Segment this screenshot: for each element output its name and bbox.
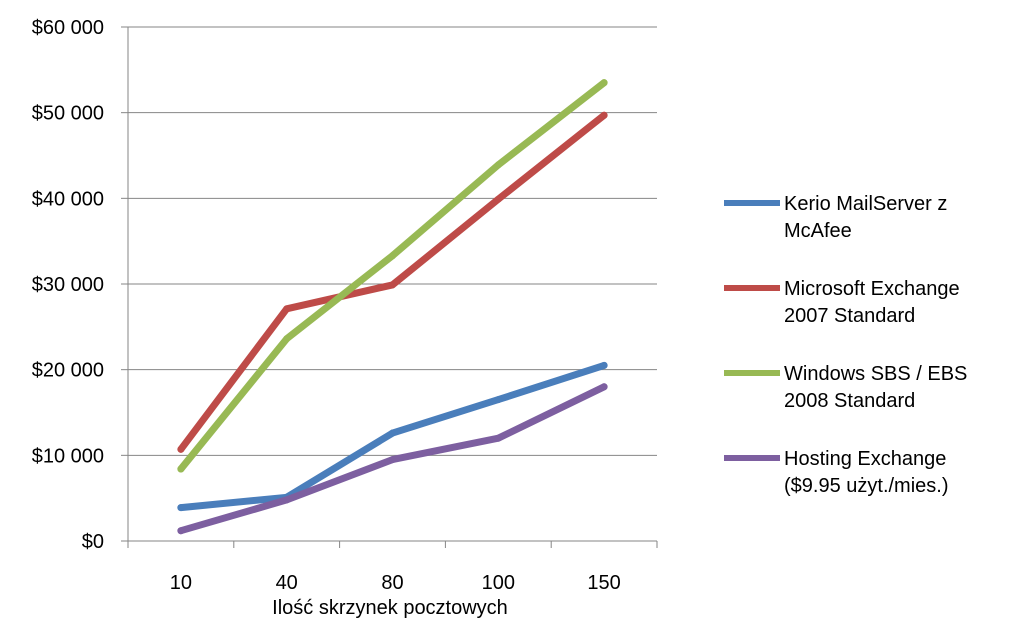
data-point [494,195,502,203]
legend-entry: Microsoft Exchange 2007 Standard [724,278,960,327]
y-tick-label: $20 000 [32,360,104,382]
y-tick-label: $50 000 [32,103,104,125]
data-point [494,434,502,442]
y-axis: $0 $10 000 $20 000 $30 000 $40 000 $50 000 $60… [32,17,129,553]
data-point [177,445,185,453]
data-point [283,305,291,313]
legend-label: McAfee [784,220,852,242]
legend-entry: Hosting Exchange ($9.95 użyt./mies.) [724,448,949,497]
x-tick-label: 100 [482,572,515,594]
legend-label: 2008 Standard [784,390,915,412]
data-point [283,335,291,343]
gridlines [128,26,657,456]
legend-label: Microsoft Exchange [784,278,960,300]
legend-label: Kerio MailServer z [784,193,947,215]
data-point [389,456,396,464]
x-tick-label: 150 [587,572,620,594]
y-tick-label: $0 [82,531,104,553]
legend-label: Windows SBS / EBS [784,363,967,385]
data-point [494,161,502,169]
y-tick-label: $10 000 [32,445,104,467]
data-point [389,281,396,289]
data-point [600,111,608,119]
data-point [177,465,185,473]
legend-label: Hosting Exchange [784,448,946,470]
data-point [177,504,185,512]
data-point [389,429,396,437]
x-axis: 10 40 80 100 150 [127,540,658,594]
series-line-3 [177,79,608,473]
data-point [389,252,396,260]
x-tick-label: 10 [170,572,192,594]
y-tick-label: $60 000 [32,17,104,39]
data-point [600,383,608,391]
x-tick-label: 80 [381,572,403,594]
legend-label: ($9.95 użyt./mies.) [784,475,949,497]
y-tick-label: $30 000 [32,274,104,296]
data-point [177,527,185,535]
data-point [494,396,502,404]
y-tick-label: $40 000 [32,188,104,210]
data-point [283,496,291,504]
x-axis-title: Ilość skrzynek pocztowych [272,597,508,619]
legend-entry: Kerio MailServer z McAfee [724,193,947,242]
legend-entry: Windows SBS / EBS 2008 Standard [724,363,967,412]
series-lines [177,79,608,535]
legend: Kerio MailServer z McAfee Microsoft Exchan… [724,193,967,497]
data-point [600,79,608,87]
legend-label: 2007 Standard [784,305,915,327]
x-tick-label: 40 [276,572,298,594]
data-point [600,361,608,369]
